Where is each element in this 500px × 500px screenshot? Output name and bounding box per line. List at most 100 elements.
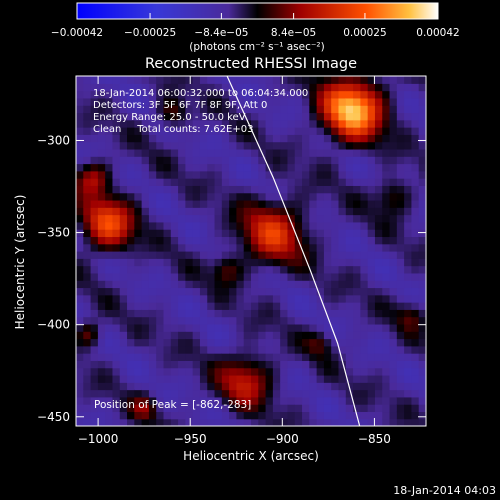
heatmap-cell <box>309 367 318 376</box>
heatmap-cell <box>302 338 310 347</box>
heatmap-cell <box>192 127 201 135</box>
heatmap-cell <box>302 90 310 99</box>
heatmap-cell <box>287 127 296 135</box>
heatmap-cell <box>382 97 391 106</box>
heatmap-cell <box>360 316 369 325</box>
heatmap-cell <box>309 90 318 99</box>
heatmap-cell <box>192 374 201 383</box>
heatmap-cell <box>280 134 289 143</box>
heatmap-cell <box>360 265 369 274</box>
heatmap-cell <box>272 258 281 267</box>
heatmap-cell <box>178 236 186 245</box>
heatmap-cell <box>367 156 376 165</box>
heatmap-cell <box>199 287 208 296</box>
heatmap-cell <box>163 338 172 347</box>
heatmap-cell <box>272 251 281 259</box>
heatmap-cell <box>229 221 238 230</box>
heatmap-cell <box>302 134 310 143</box>
heatmap-cell <box>163 97 172 106</box>
heatmap-cell <box>156 302 165 310</box>
heatmap-cell <box>360 360 369 369</box>
heatmap-cell <box>243 396 252 405</box>
heatmap-cell <box>83 141 92 150</box>
heatmap-cell <box>316 141 325 150</box>
heatmap-cell <box>221 119 230 128</box>
heatmap-cell <box>170 418 179 426</box>
heatmap-cell <box>236 156 245 165</box>
heatmap-cell <box>382 170 391 179</box>
heatmap-cell <box>90 83 99 92</box>
heatmap-cell <box>294 280 303 289</box>
heatmap-cell <box>163 229 172 238</box>
heatmap-cell <box>221 316 230 325</box>
heatmap-cell <box>323 148 332 157</box>
heatmap-cell <box>170 134 179 143</box>
heatmap-cell <box>404 338 413 347</box>
heatmap-cell <box>302 345 310 354</box>
heatmap-cell <box>163 170 172 179</box>
heatmap-cell <box>345 119 354 128</box>
heatmap-cell <box>76 192 84 201</box>
heatmap-cell <box>418 243 426 252</box>
heatmap-cell <box>396 141 405 150</box>
heatmap-cell <box>418 309 426 318</box>
heatmap-cell <box>112 316 121 325</box>
heatmap-cell <box>127 287 135 296</box>
heatmap-cell <box>316 163 325 172</box>
heatmap-cell <box>207 418 216 426</box>
heatmap-cell <box>119 251 128 259</box>
heatmap-cell <box>105 170 114 179</box>
heatmap-cell <box>170 97 179 106</box>
heatmap-cell <box>338 360 347 369</box>
heatmap-cell <box>374 97 383 106</box>
heatmap-cell <box>396 243 405 252</box>
heatmap-cell <box>105 148 114 157</box>
heatmap-cell <box>404 229 413 238</box>
heatmap-cell <box>207 280 216 289</box>
heatmap-cell <box>345 316 354 325</box>
heatmap-cell <box>148 141 157 150</box>
heatmap-cell <box>287 251 296 259</box>
heatmap-cell <box>229 192 238 201</box>
heatmap-cell <box>119 309 128 318</box>
heatmap-cell <box>316 280 325 289</box>
heatmap-cell <box>97 331 106 340</box>
heatmap-cell <box>353 214 361 223</box>
heatmap-cell <box>404 396 413 405</box>
heatmap-cell <box>396 287 405 296</box>
heatmap-cell <box>287 316 296 325</box>
heatmap-cell <box>338 280 347 289</box>
heatmap-cell <box>287 199 296 208</box>
heatmap-cell <box>389 302 398 310</box>
heatmap-cell <box>170 316 179 325</box>
heatmap-cell <box>280 411 289 420</box>
heatmap-cell <box>178 258 186 267</box>
heatmap-cell <box>389 265 398 274</box>
heatmap-cell <box>360 170 369 179</box>
heatmap-cell <box>309 323 318 332</box>
heatmap-cell <box>258 302 267 310</box>
heatmap-cell <box>367 323 376 332</box>
heatmap-cell <box>185 221 194 230</box>
heatmap-cell <box>389 367 398 376</box>
heatmap-cell <box>265 141 274 150</box>
heatmap-cell <box>294 119 303 128</box>
heatmap-cell <box>389 389 398 398</box>
heatmap-cell <box>83 185 92 194</box>
heatmap-cell <box>207 76 216 84</box>
heatmap-cell <box>382 280 391 289</box>
heatmap-cell <box>163 141 172 150</box>
heatmap-cell <box>360 192 369 201</box>
heatmap-cell <box>112 221 121 230</box>
heatmap-cell <box>411 83 420 92</box>
heatmap-cell <box>76 163 84 172</box>
heatmap-cell <box>83 207 92 216</box>
heatmap-cell <box>272 214 281 223</box>
heatmap-cell <box>119 90 128 99</box>
heatmap-cell <box>127 105 135 114</box>
heatmap-cell <box>396 345 405 354</box>
heatmap-cell <box>287 265 296 274</box>
heatmap-cell <box>119 236 128 245</box>
heatmap-cell <box>287 243 296 252</box>
heatmap-cell <box>331 251 340 259</box>
